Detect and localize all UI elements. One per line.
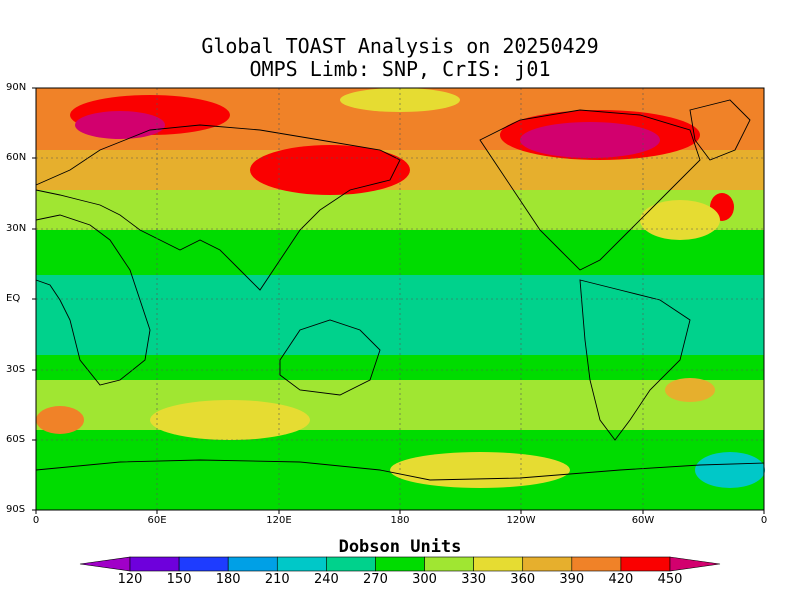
colorbar-tick-label: 360 [503,572,543,587]
colorbar-segment [375,557,424,571]
lon-label-0: 0 [16,515,56,526]
colorbar-tick-label: 180 [208,572,248,587]
lon-label-180: 180 [380,515,420,526]
colorbar-tick-label: 450 [650,572,690,587]
lat-label-60n: 60N [6,152,34,163]
colorbar-tick-label: 240 [306,572,346,587]
lon-label-60w: 60W [623,515,663,526]
field-blob-yellow-atlantic [640,200,720,240]
lat-label-30s: 30S [6,364,34,375]
lon-label-60e: 60E [137,515,177,526]
lat-label-eq: EQ [6,293,34,304]
lon-label-0-right: 0 [744,515,784,526]
field-blob-orange-south-africa [36,406,84,434]
colorbar-segment [130,557,179,571]
lon-label-120w: 120W [501,515,541,526]
colorbar-title: Dobson Units [0,537,800,557]
colorbar-segment [326,557,375,571]
colorbar-segment [474,557,523,571]
field-blob-peak-europe [75,111,165,139]
field-blob-yellow-south-pacific [390,452,570,488]
field-blob-orange-south-atlantic [665,378,715,402]
lat-label-90n: 90N [6,82,34,93]
colorbar-low-arrow [80,557,130,571]
colorbar-tick-label: 150 [159,572,199,587]
field-blob-yellow-south-indian [150,400,310,440]
colorbar-segment [179,557,228,571]
colorbar [80,557,720,571]
colorbar-segment [572,557,621,571]
lat-label-90s: 90S [6,504,34,515]
colorbar-segment [523,557,572,571]
field-blob-cyan-south-pacific [695,452,765,488]
colorbar-tick-label: 300 [405,572,445,587]
colorbar-segment [228,557,277,571]
colorbar-tick-label: 390 [552,572,592,587]
colorbar-segment [425,557,474,571]
colorbar-tick-label: 210 [257,572,297,587]
colorbar-tick-label: 330 [454,572,494,587]
lat-label-30n: 30N [6,223,34,234]
colorbar-tick-label: 270 [355,572,395,587]
colorbar-segment [621,557,670,571]
colorbar-segment [277,557,326,571]
lon-label-120e: 120E [259,515,299,526]
colorbar-high-arrow [670,557,720,571]
field-blob-peak-america [520,122,660,158]
colorbar-tick-label: 420 [601,572,641,587]
lat-label-60s: 60S [6,434,34,445]
colorbar-tick-label: 120 [110,572,150,587]
